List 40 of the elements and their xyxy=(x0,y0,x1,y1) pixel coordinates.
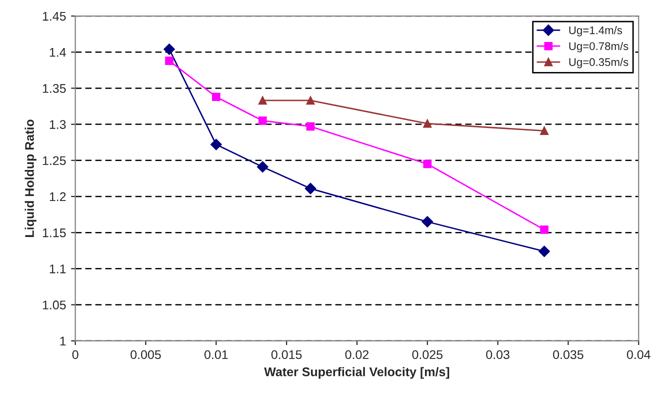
point xyxy=(540,226,548,234)
y-tick-label: 1.15 xyxy=(42,228,66,238)
legend-label: Ug=0.35m/s xyxy=(569,58,628,68)
point xyxy=(210,138,222,150)
x-axis-title: Water Superficial Velocity [m/s] xyxy=(264,367,450,379)
legend-label: Ug=1.4m/s xyxy=(569,26,622,36)
x-tick-label: 0.025 xyxy=(412,350,443,360)
y-tick-label: 1.2 xyxy=(50,192,66,202)
point xyxy=(304,182,316,194)
legend-label: Ug=0.78m/s xyxy=(569,42,628,52)
point xyxy=(538,246,550,257)
x-tick-label: 0 xyxy=(72,350,78,360)
x-tick-label: 0.02 xyxy=(345,350,369,360)
point xyxy=(423,119,432,128)
x-tick-label: 0.005 xyxy=(130,350,161,360)
x-tick-label: 0.03 xyxy=(486,350,510,360)
x-tick-label: 0.04 xyxy=(626,350,650,360)
point xyxy=(164,44,175,55)
point xyxy=(540,126,548,135)
point xyxy=(258,116,267,125)
y-tick-label: 1.4 xyxy=(50,48,66,57)
y-tick-label: 1.25 xyxy=(42,156,66,166)
point xyxy=(423,160,432,168)
point xyxy=(306,96,315,105)
point xyxy=(258,96,267,105)
point xyxy=(257,161,268,172)
y-tick-label: 1.1 xyxy=(50,264,66,274)
y-tick-label: 1.05 xyxy=(42,300,66,310)
x-tick-label: 0.01 xyxy=(204,350,228,360)
x-tick-label: 0.035 xyxy=(553,350,584,360)
point xyxy=(165,56,174,65)
y-tick-label: 1 xyxy=(60,336,66,346)
point xyxy=(422,216,433,228)
y-tick-label: 1.45 xyxy=(42,12,66,21)
y-axis-title: Liquid Holdup Ratio xyxy=(24,120,36,237)
point xyxy=(306,122,315,131)
y-tick-label: 1.3 xyxy=(50,120,66,129)
y-tick-label: 1.35 xyxy=(42,84,66,93)
point xyxy=(212,92,220,102)
x-tick-label: 0.015 xyxy=(271,350,302,360)
